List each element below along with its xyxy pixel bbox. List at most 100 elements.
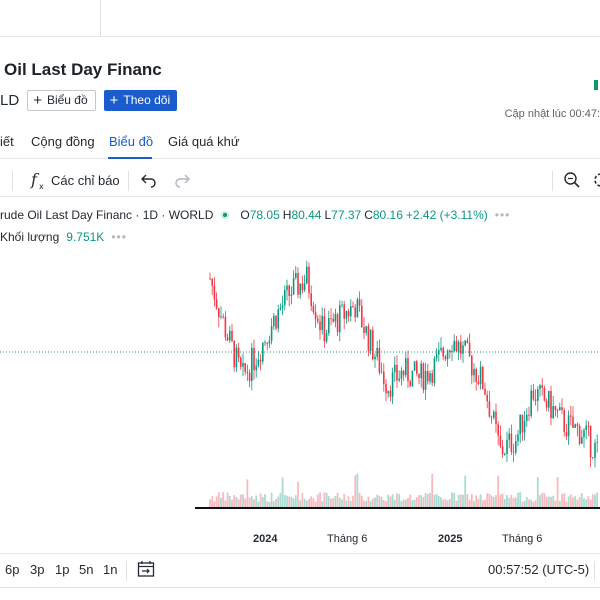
timezone-clock[interactable]: 00:57:52 (UTC-5) — [488, 562, 590, 577]
quote-tabs: iết Cộng đồng Biểu đồ Giá quá khứ — [0, 126, 600, 159]
range-6m[interactable]: 6p — [5, 562, 20, 577]
tab-chart[interactable]: Biểu đồ — [109, 134, 154, 149]
range-1m[interactable]: 1p — [55, 562, 70, 577]
candle-body — [422, 363, 425, 390]
follow-button[interactable]: + Theo dõi — [103, 89, 178, 111]
candle-body — [589, 425, 592, 458]
candle-body — [554, 406, 557, 411]
candle-body — [574, 424, 576, 428]
candle-body — [224, 316, 227, 338]
volume-bar — [325, 492, 328, 508]
tab-community[interactable]: Cộng đồng — [31, 134, 95, 149]
volume-bar — [292, 498, 295, 508]
candle-body — [317, 318, 319, 322]
indicators-button[interactable]: Các chỉ báo — [51, 173, 120, 188]
volume-bar — [231, 499, 233, 508]
time-axis: 2024 Tháng 6 2025 Tháng 6 — [0, 530, 600, 548]
candle-body — [521, 414, 524, 433]
volume-options-icon[interactable]: ••• — [111, 230, 127, 244]
candle-body — [314, 312, 317, 319]
volume-bar — [250, 496, 253, 508]
candle-body — [499, 435, 502, 447]
volume-bar — [565, 501, 568, 508]
zoom-search-icon[interactable] — [563, 171, 581, 192]
volume-bar — [437, 496, 440, 508]
volume-bar — [543, 493, 546, 508]
volume-bar — [413, 499, 416, 508]
volume-bar — [525, 497, 528, 508]
candle-body — [506, 439, 508, 455]
candle-body — [343, 304, 345, 319]
undo-icon[interactable] — [141, 171, 157, 192]
volume-bar — [385, 501, 387, 508]
candle-body — [281, 305, 284, 308]
volume-bar — [358, 492, 361, 508]
volume-bar — [371, 498, 374, 508]
volume-bar — [244, 498, 247, 508]
volume-bar — [479, 494, 482, 508]
x-tick-label: 2025 — [438, 533, 463, 545]
goto-date-icon[interactable] — [137, 560, 155, 581]
volume-bar — [264, 494, 266, 508]
range-1d[interactable]: 1n — [103, 562, 118, 577]
volume-bar — [253, 499, 255, 508]
candle-body — [539, 385, 541, 390]
open-label: O — [240, 208, 250, 222]
volume-bar — [224, 500, 227, 508]
range-3m[interactable]: 3p — [30, 562, 45, 577]
candle-body — [356, 299, 359, 318]
volume-bar — [248, 497, 251, 508]
volume-bar — [587, 496, 590, 508]
volume-bar — [407, 498, 409, 508]
volume-bar — [409, 494, 412, 508]
volume-bar — [506, 495, 508, 508]
candle-body — [484, 388, 486, 395]
indicators-icon[interactable]: f x — [30, 170, 46, 193]
volume-bar — [589, 499, 592, 508]
candle-body — [334, 314, 337, 322]
candle-body — [211, 278, 213, 286]
volume-bar — [235, 497, 238, 508]
candle-body — [416, 361, 418, 374]
candle-body — [306, 266, 308, 284]
volume-bar — [567, 496, 570, 508]
toolbar-divider — [128, 171, 129, 191]
volume-bar — [596, 492, 599, 508]
page-bottom-border — [0, 587, 600, 588]
volume-bar — [308, 498, 310, 508]
close-value: 80.16 — [372, 208, 403, 222]
candle-body — [567, 415, 570, 437]
volume-bar — [576, 499, 579, 508]
range-5d[interactable]: 5n — [79, 562, 94, 577]
candle-body — [440, 347, 442, 351]
candle-body — [405, 358, 407, 376]
candle-body — [310, 293, 312, 307]
candle-body — [215, 299, 218, 309]
volume-bar — [338, 497, 341, 508]
volume-bar — [558, 500, 561, 508]
compare-chart-button[interactable]: + Biểu đồ — [27, 89, 96, 111]
ticker-row: LD + Biểu đồ + Theo dõi — [0, 89, 178, 111]
series-name: rude Oil Last Day Financ · 1D · WORLD — [0, 208, 214, 222]
redo-icon[interactable] — [174, 171, 190, 192]
candle-body — [275, 315, 277, 329]
more-options-icon[interactable]: ••• — [494, 208, 511, 222]
volume-bar — [512, 497, 515, 508]
price-chart[interactable] — [0, 226, 600, 530]
volume-bar — [281, 477, 284, 508]
tab-summary[interactable]: iết — [0, 134, 14, 149]
candle-body — [297, 272, 299, 295]
tab-history[interactable]: Giá quá khứ — [168, 134, 240, 149]
candle-body — [486, 394, 488, 402]
settings-gear-icon[interactable] — [592, 171, 600, 192]
volume-bar — [343, 493, 346, 508]
candle-body — [231, 330, 233, 341]
volume-bar — [314, 501, 317, 508]
candle-body — [284, 289, 286, 306]
candle-body — [592, 457, 594, 459]
volume-bar — [501, 493, 504, 508]
candle-body — [508, 433, 510, 440]
candle-body — [369, 329, 372, 352]
candle-body — [233, 340, 235, 368]
